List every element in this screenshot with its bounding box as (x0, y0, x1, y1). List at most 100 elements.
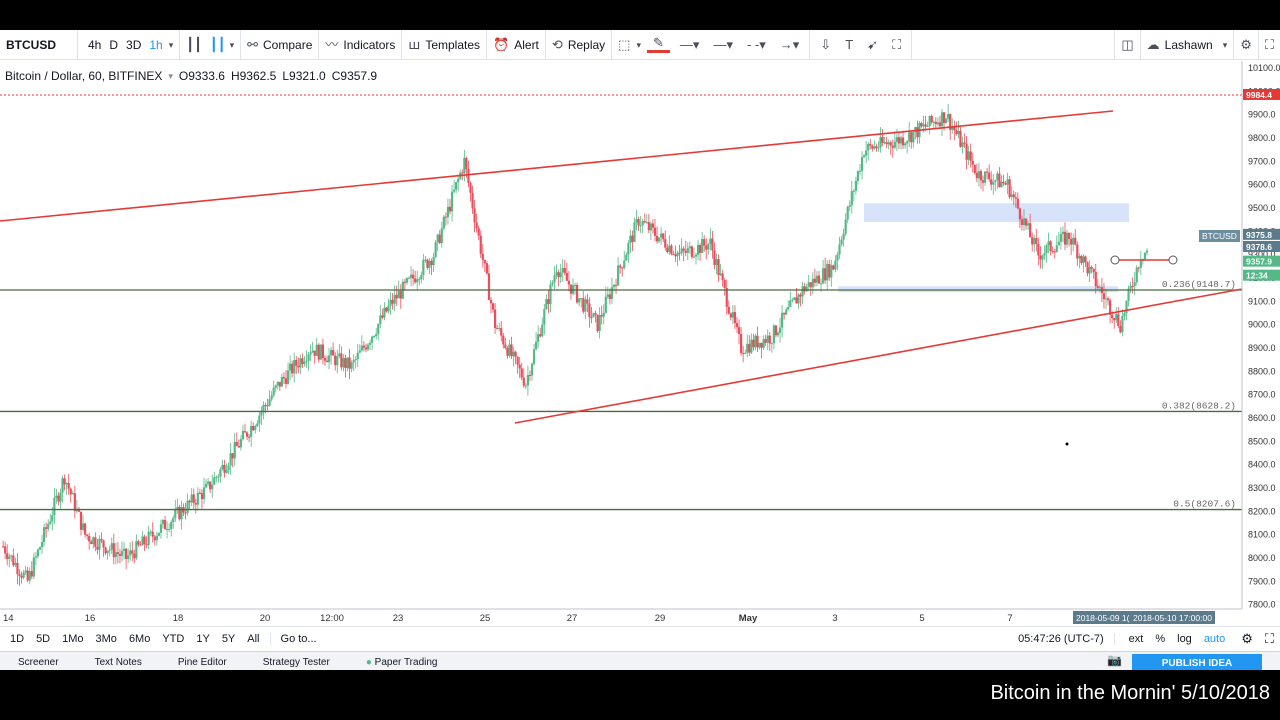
clock-readout[interactable]: 05:47:26 (UTC-7) (1012, 632, 1115, 645)
range-6mo[interactable]: 6Mo (128, 632, 151, 645)
lower-trendline[interactable] (514, 288, 1243, 424)
price-axis-bg[interactable] (1242, 61, 1280, 609)
time-axis[interactable]: 14 16 18 20 12:00 23 25 27 29 May 3 5 7 2018-05-09 1(… (0, 608, 1242, 624)
bull-candle (1133, 282, 1136, 287)
interval-d[interactable]: D (109, 37, 119, 52)
fullscreen-button[interactable]: ⛶ (1259, 30, 1280, 60)
bull-candle (336, 355, 339, 366)
indicators-button[interactable]: 〰 Indicators (319, 29, 403, 60)
range-all[interactable]: All (247, 632, 260, 645)
line-width-icon[interactable]: —▾ (679, 36, 700, 52)
range-5y[interactable]: 5Y (221, 632, 236, 645)
chevron-down-icon[interactable]: ▾ (636, 39, 641, 50)
drawing-handle[interactable] (1168, 255, 1178, 265)
chevron-down-icon[interactable]: ▾ (168, 39, 174, 50)
bear-candle (143, 536, 146, 545)
bull-candle (1115, 314, 1118, 321)
dashed-line-icon[interactable]: - -▾ (746, 36, 766, 52)
fullscreen-icon[interactable]: ⛶ (892, 36, 902, 52)
chevron-down-icon[interactable]: ▾ (229, 39, 235, 50)
selection-box-icon[interactable]: ⬚ (618, 36, 631, 52)
bull-candle (992, 181, 995, 185)
range-1mo[interactable]: 1Mo (62, 632, 84, 645)
tab-strategy-tester[interactable]: Strategy Tester (262, 656, 330, 668)
bear-candle (735, 322, 739, 328)
bear-candle (934, 121, 937, 125)
bear-candle (596, 314, 599, 332)
bull-candle (330, 349, 333, 356)
alert-button[interactable]: ⏰ Alert (487, 29, 546, 60)
line-style-icon[interactable]: —▾ (713, 36, 733, 52)
drawing-handle[interactable] (1110, 255, 1120, 265)
layout-name-button[interactable]: ☁ Lashawn ▾ (1141, 29, 1235, 60)
price-chart[interactable]: 0.236(9148.7) 0.382(8628.2) 0.5(8207.6) 10… (0, 61, 1280, 626)
support-zone[interactable] (838, 286, 1118, 293)
upper-trendline[interactable] (0, 110, 1114, 222)
range-3mo[interactable]: 3Mo (95, 632, 117, 645)
symbol-search[interactable]: BTCUSD (0, 29, 78, 60)
bull-candle (416, 279, 419, 283)
bear-candle (235, 442, 238, 447)
tab-screener[interactable]: Screener (18, 656, 59, 668)
candles-style-icon[interactable]: ┃┃ (209, 36, 226, 52)
bull-candle (627, 242, 630, 255)
bull-candle (180, 507, 183, 520)
camera-icon[interactable]: 📷 (1107, 653, 1122, 667)
bull-candle (422, 259, 425, 275)
bars-style-icon[interactable]: ┃┃ (186, 36, 202, 52)
layout-button[interactable]: ◫ (1114, 29, 1141, 60)
auto-toggle[interactable]: auto (1203, 632, 1226, 645)
range-1d[interactable]: 1D (10, 632, 25, 645)
legend-open: O9333.6 (178, 69, 225, 83)
range-5d[interactable]: 5D (36, 632, 51, 645)
bear-candle (469, 183, 472, 193)
bear-candle (86, 534, 89, 537)
bear-candle (1039, 255, 1042, 260)
compare-button[interactable]: ⚯ Compare (241, 29, 320, 60)
bull-candle (250, 426, 253, 437)
tab-paper-trading[interactable]: ● Paper Trading (348, 652, 456, 670)
bear-candle (381, 315, 384, 318)
settings-button[interactable]: ⚙ (1234, 29, 1259, 60)
price-axis[interactable]: 10100.010000.09900.09800.09700.09600.095… (1199, 61, 1280, 610)
interval-4h[interactable]: 4h (88, 37, 102, 52)
bear-candle (295, 360, 298, 366)
publish-idea-button[interactable]: PUBLISH IDEA (1132, 654, 1262, 670)
chevron-down-icon[interactable]: ▾ (168, 70, 173, 81)
percent-toggle[interactable]: % (1155, 632, 1166, 645)
bear-candle (1008, 179, 1011, 198)
log-toggle[interactable]: log (1177, 632, 1192, 645)
bear-candle (18, 574, 21, 576)
drawings[interactable]: 0.236(9148.7) 0.382(8628.2) 0.5(8207.6) (0, 94, 1243, 511)
tab-text-notes[interactable]: Text Notes (94, 656, 142, 668)
arrow-down-icon[interactable]: ⇩ (820, 36, 832, 52)
tab-pine-editor[interactable]: Pine Editor (177, 656, 227, 668)
bull-candle (141, 536, 144, 546)
interval-3d[interactable]: 3D (126, 37, 142, 52)
range-ytd[interactable]: YTD (162, 632, 185, 645)
resistance-zone[interactable] (864, 203, 1129, 222)
pencil-color-icon[interactable]: ✎ (647, 36, 670, 53)
bull-candle (801, 286, 804, 297)
arrow-line-icon[interactable]: →▾ (779, 36, 800, 52)
replay-button[interactable]: ⟲ Replay (546, 29, 613, 60)
templates-button[interactable]: ꟺ Templates (402, 29, 488, 60)
range-1y[interactable]: 1Y (196, 632, 210, 645)
fullscreen-icon[interactable]: ⛶ (1264, 630, 1274, 646)
goto-button[interactable]: Go to... (269, 632, 323, 645)
ext-toggle[interactable]: ext (1128, 632, 1144, 645)
bear-candle (104, 547, 107, 554)
gear-icon[interactable]: ⚙ (1241, 630, 1253, 646)
chart-area[interactable]: 0.236(9148.7) 0.382(8628.2) 0.5(8207.6) 10… (0, 61, 1280, 641)
cursor-icon[interactable]: ➹ (867, 36, 879, 52)
bear-candle (586, 299, 589, 304)
bear-candle (1035, 238, 1038, 244)
legend-title[interactable]: Bitcoin / Dollar, 60, BITFINEX (5, 69, 163, 83)
bull-candle (1041, 255, 1044, 260)
interval-1h[interactable]: 1h (149, 37, 163, 52)
text-tool-icon[interactable]: T (845, 36, 854, 52)
bear-candle (131, 550, 134, 554)
bull-candle (463, 157, 466, 174)
bear-candle (153, 536, 156, 541)
bull-candle (28, 571, 31, 581)
